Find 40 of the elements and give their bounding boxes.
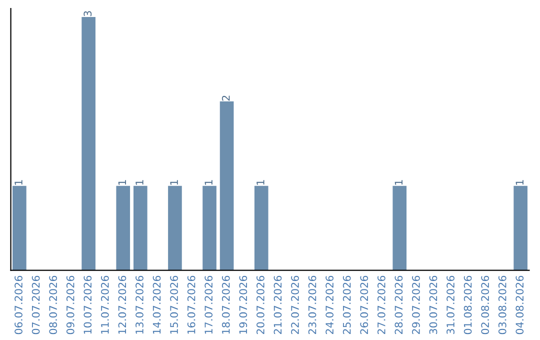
x-tick-label: 23.07.2026 (308, 276, 316, 334)
data-label: 1 (118, 180, 126, 185)
data-label: 1 (204, 180, 212, 185)
x-tick-label: 07.07.2026 (32, 276, 40, 334)
data-label: 1 (136, 180, 144, 185)
x-tick-label: 28.07.2026 (394, 276, 403, 334)
x-tick-label: 20.07.2026 (256, 276, 264, 334)
x-tick-label: 10.07.2026 (84, 276, 92, 334)
x-tick-label: 16.07.2026 (187, 276, 196, 334)
x-tick-label: 24.07.2026 (326, 276, 334, 334)
data-label: 1 (516, 180, 524, 185)
data-label: 1 (394, 180, 402, 185)
x-tick-label: 18.07.2026 (222, 276, 230, 334)
x-tick-label: 01.08.2026 (464, 276, 472, 334)
data-label: 1 (14, 180, 22, 185)
x-tick-label: 11.07.2026 (100, 276, 109, 334)
x-tick-label: 14.07.2026 (152, 276, 161, 334)
x-tick-label: 30.07.2026 (429, 276, 438, 334)
x-tick-label: 09.07.2026 (66, 276, 74, 334)
x-tick-label: 04.08.2026 (516, 276, 524, 334)
x-tick-label: 08.07.2026 (49, 276, 58, 334)
x-tick-label: 27.07.2026 (377, 276, 386, 334)
data-label: 2 (222, 96, 230, 101)
x-tick-label: 13.07.2026 (136, 276, 144, 334)
x-tick-label: 22.07.2026 (291, 276, 299, 334)
x-tick-label: 31.07.2026 (446, 276, 454, 334)
x-tick-label: 06.07.2026 (14, 276, 22, 334)
x-tick-label: 21.07.2026 (274, 276, 282, 334)
x-tick-label: 17.07.2026 (204, 276, 213, 334)
x-tick-label: 15.07.2026 (170, 276, 178, 334)
x-tick-label: 29.07.2026 (412, 276, 420, 334)
data-label: 1 (170, 180, 178, 185)
x-tick-label: 02.08.2026 (481, 276, 490, 334)
x-tick-label: 03.08.2026 (498, 276, 506, 334)
x-tick-label: 12.07.2026 (118, 276, 126, 334)
x-tick-label: 19.07.2026 (239, 276, 248, 334)
x-tick-label: 25.07.2026 (342, 276, 351, 334)
data-label: 1 (256, 180, 264, 185)
data-label: 3 (84, 11, 92, 16)
x-tick-label: 26.07.2026 (360, 276, 368, 334)
